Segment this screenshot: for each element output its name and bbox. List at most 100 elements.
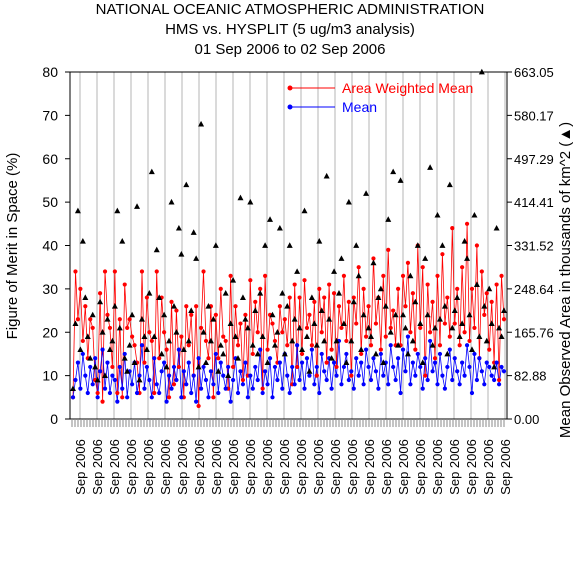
legend-label-awm: Area Weighted Mean	[342, 80, 473, 96]
series-point	[489, 373, 494, 378]
series-point	[255, 377, 260, 383]
series-point	[120, 386, 125, 391]
area-marker	[414, 242, 421, 248]
series-point	[494, 360, 499, 365]
series-point	[216, 390, 221, 396]
x-tick-label: Sep 2006	[124, 439, 139, 495]
area-marker	[299, 346, 306, 352]
series-point	[162, 360, 167, 365]
area-marker	[156, 294, 163, 300]
area-marker	[365, 324, 372, 331]
series-point	[307, 373, 312, 378]
series-point	[149, 338, 154, 344]
area-marker	[481, 303, 488, 309]
series-point	[147, 377, 152, 383]
y-tick-label: 80	[42, 64, 58, 80]
area-marker	[198, 120, 205, 127]
area-marker	[427, 164, 434, 170]
area-marker	[402, 324, 409, 331]
series-point	[430, 369, 435, 374]
series-point	[304, 325, 310, 331]
series-point	[420, 265, 425, 270]
area-marker	[291, 316, 298, 322]
area-marker	[444, 350, 451, 357]
series-point	[354, 356, 359, 361]
series-point	[226, 364, 231, 370]
area-marker	[146, 290, 153, 296]
area-marker	[138, 316, 145, 322]
series-point	[405, 334, 411, 339]
series-point	[334, 364, 339, 370]
area-marker	[498, 333, 505, 339]
series-point	[464, 221, 470, 226]
area-marker	[429, 342, 436, 348]
series-point	[248, 373, 253, 378]
series-point	[361, 286, 366, 291]
series-point	[238, 369, 243, 374]
series-point	[97, 291, 103, 296]
series-point	[309, 347, 314, 352]
area-marker	[200, 329, 207, 335]
series-point	[134, 390, 140, 396]
series-point	[169, 386, 174, 391]
series-point	[206, 356, 211, 361]
series-point	[425, 282, 430, 287]
area-marker	[116, 324, 123, 331]
x-tick-label: Sep 2006	[311, 439, 326, 495]
area-marker	[446, 181, 453, 188]
series-point	[363, 334, 369, 339]
series-point	[324, 377, 329, 383]
series-point	[213, 351, 218, 357]
series-point	[198, 325, 204, 331]
area-marker	[501, 307, 507, 313]
area-marker	[496, 324, 503, 331]
series-point	[191, 373, 196, 378]
area-marker	[392, 311, 399, 318]
area-marker	[461, 237, 468, 244]
series-point	[171, 382, 177, 387]
area-marker	[493, 224, 500, 231]
series-point	[203, 377, 209, 383]
series-line	[72, 336, 505, 402]
area-marker	[175, 224, 182, 231]
series-point	[322, 295, 327, 300]
area-marker	[363, 190, 370, 196]
x-tick-label: Sep 2006	[243, 439, 258, 495]
series-point	[176, 347, 182, 352]
series-point	[169, 299, 174, 304]
series-point	[112, 377, 117, 383]
area-marker	[247, 198, 254, 205]
series-point	[405, 260, 411, 265]
series-point	[359, 351, 364, 357]
series-point	[334, 373, 339, 378]
series-point	[213, 312, 218, 317]
series-point	[73, 377, 78, 383]
series-point	[277, 304, 282, 309]
series-point	[460, 265, 465, 270]
series-point	[354, 321, 359, 326]
x-tick-label: Sep 2006	[260, 439, 275, 495]
area-marker	[395, 342, 402, 348]
series-point	[184, 382, 189, 387]
series-point	[297, 377, 302, 383]
series-point	[393, 377, 398, 383]
series-point	[164, 399, 169, 404]
series-point	[304, 356, 310, 361]
series-point	[371, 356, 376, 361]
series-point	[484, 291, 489, 296]
series-point	[198, 386, 204, 391]
series-point	[110, 364, 115, 370]
plot-layer: 0 10 20 30 40 50 60 70 80 0.00 82.88 165.76 248.64 33…	[42, 64, 553, 495]
series-point	[189, 390, 194, 396]
series-point	[270, 395, 275, 400]
series-point	[240, 377, 246, 383]
series-point	[482, 382, 487, 387]
x-tick-label: Sep 2006	[430, 439, 445, 495]
area-marker	[380, 359, 387, 366]
series-point	[479, 269, 484, 274]
series-point	[302, 278, 307, 283]
series-point	[243, 360, 248, 365]
series-point	[70, 395, 76, 400]
x-tick-label: Sep 2006	[481, 439, 496, 495]
